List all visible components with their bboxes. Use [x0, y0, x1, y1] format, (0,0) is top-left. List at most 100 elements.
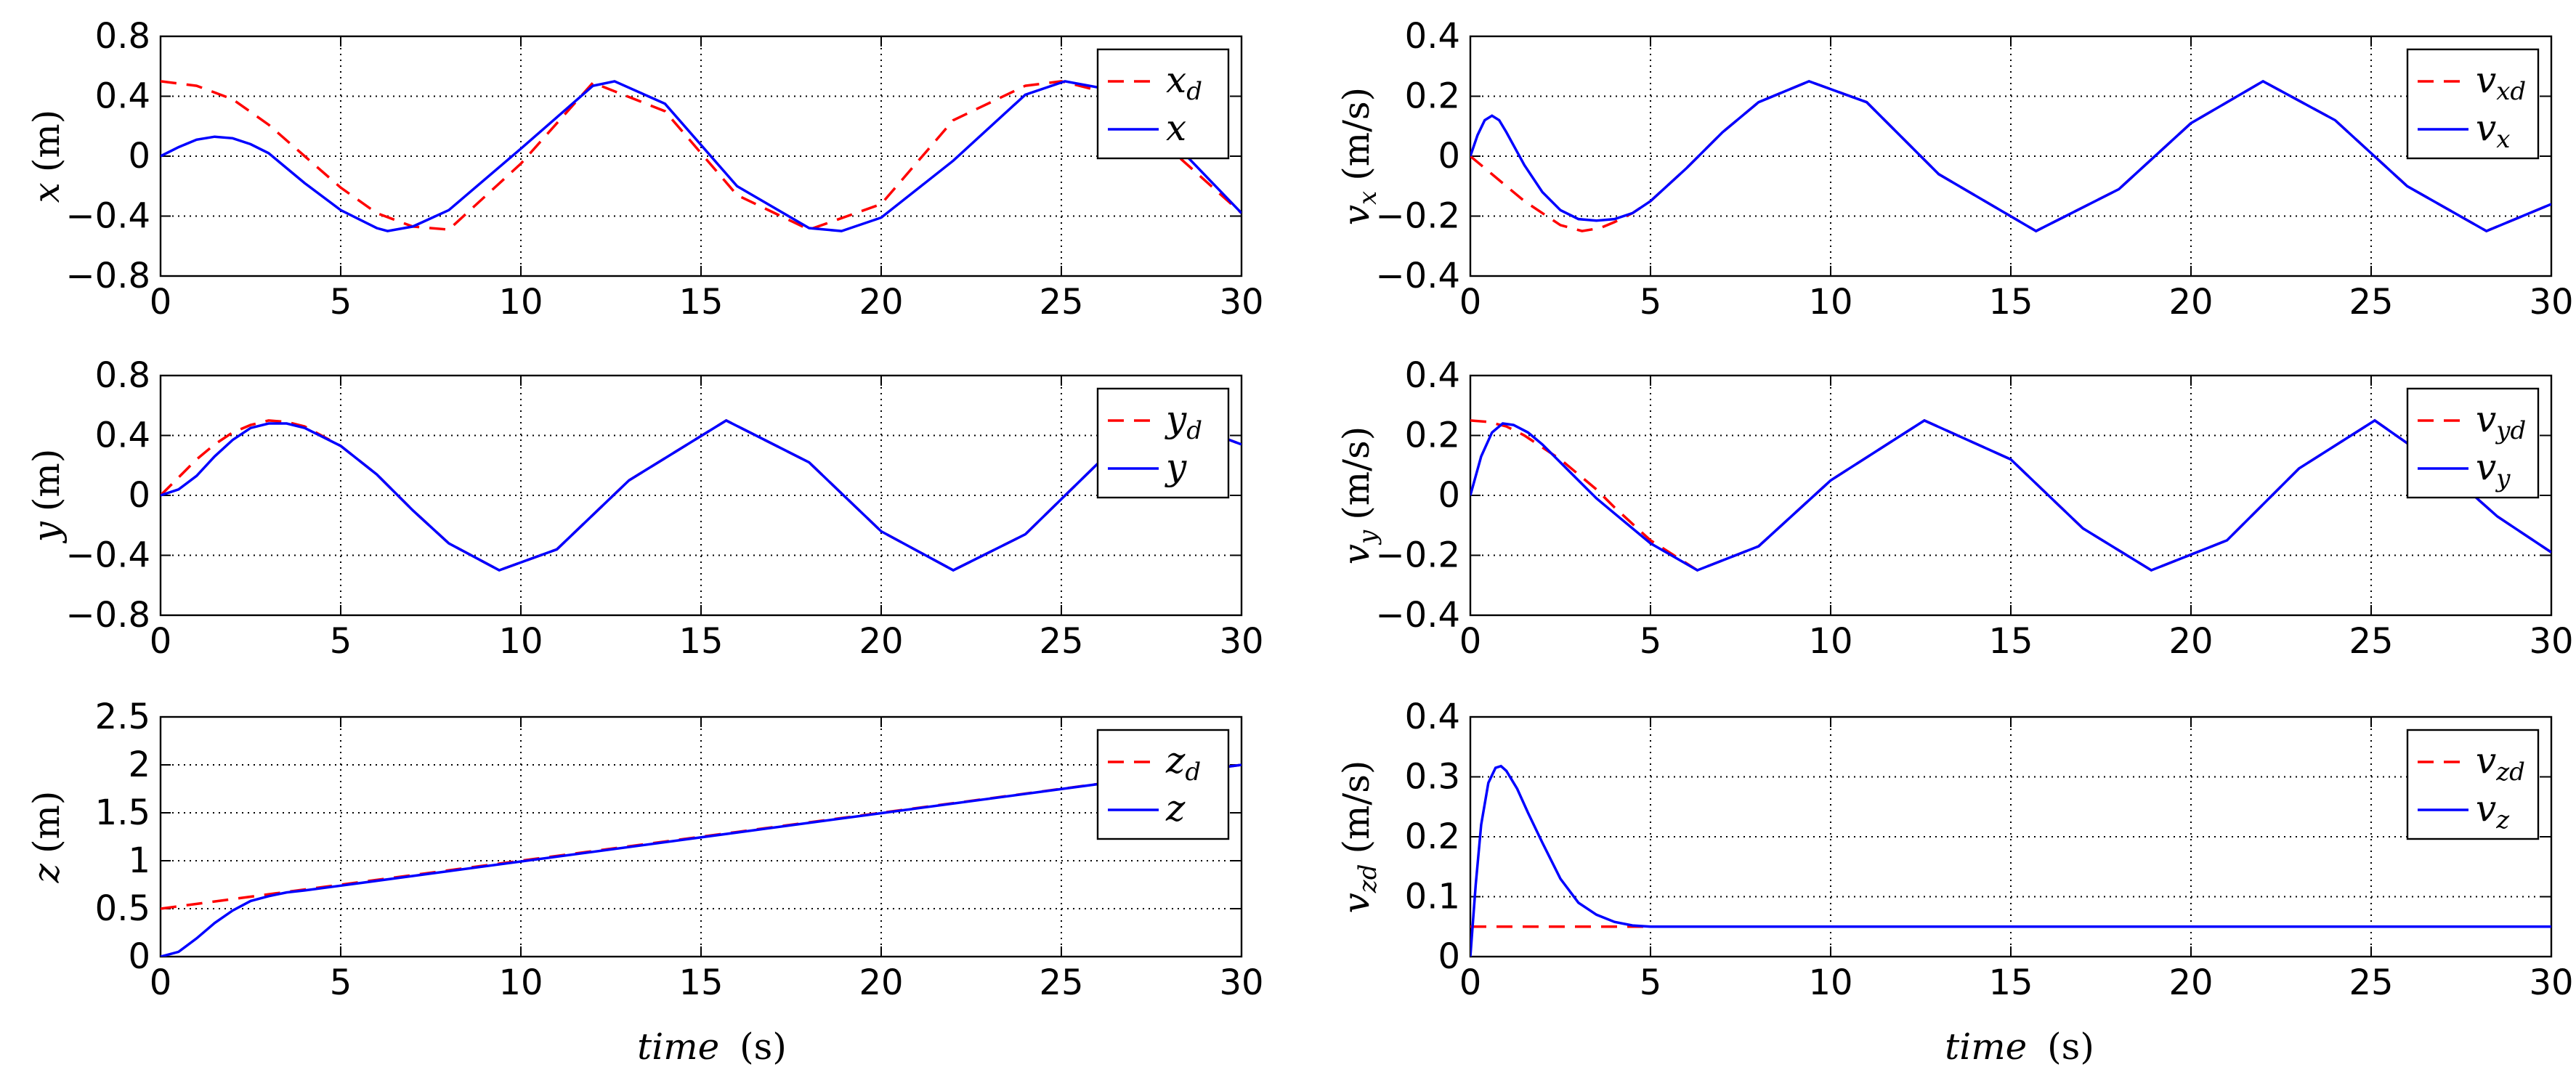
x-tick-label: 5 — [330, 962, 352, 1003]
legend-entry-sub: zd — [2495, 758, 2525, 787]
series-line-x-d — [161, 80, 1242, 231]
legend-entry-var: y — [1165, 398, 1187, 440]
y-axis-label-vy: vy (m/s) — [1335, 426, 1382, 564]
x-tick-label: 10 — [1808, 962, 1852, 1003]
legend-box — [1096, 729, 1230, 840]
y-axis-label-x: x (m) — [25, 110, 68, 203]
x-tick-label: 0 — [150, 962, 172, 1003]
x-tick-label: 0 — [1459, 621, 1482, 662]
y-tick-label: 0.2 — [1405, 816, 1460, 857]
y-axis-label-unit: (m/s) — [1335, 426, 1377, 520]
legend-entry-sub: xd — [2496, 77, 2526, 106]
y-tick-label: 1.5 — [95, 792, 150, 833]
y-axis-label-vz: vzd (m/s) — [1335, 760, 1382, 914]
x-tick-label: 10 — [498, 962, 543, 1003]
y-tick-label: 0.4 — [1405, 16, 1460, 57]
x-tick-label: 25 — [2349, 282, 2393, 323]
x-tick-label: 5 — [1640, 962, 1662, 1003]
legend-entry: vzd — [2476, 739, 2525, 787]
legend-entry-var: v — [2476, 107, 2496, 149]
y-axis-label-sub: y — [1353, 530, 1382, 545]
y-tick-label: 0 — [128, 136, 150, 177]
y-tick-label: 0.4 — [1405, 355, 1460, 396]
x-tick-label: 20 — [2168, 621, 2213, 662]
x-tick-label: 0 — [150, 621, 172, 662]
legend-entry: vx — [2476, 107, 2510, 154]
legend-entry-var: x — [1166, 59, 1186, 101]
y-tick-label: 0.2 — [1405, 76, 1460, 117]
series-line-v-xd — [1470, 79, 2551, 233]
legend-entry: zd — [1165, 739, 1201, 787]
x-tick-label: 25 — [1039, 962, 1083, 1003]
y-tick-label: 0.4 — [95, 415, 150, 456]
x-tick-label: 15 — [1988, 621, 2033, 662]
x-tick-label: 30 — [2529, 962, 2573, 1003]
x-tick-label: 15 — [1988, 962, 2033, 1003]
x-tick-label: 15 — [679, 962, 723, 1003]
legend-entry-sub: y — [2495, 464, 2511, 493]
chart-y: 0 5 10 15 20 25 30−0.8−0.400.40.8y(m)ydy — [25, 355, 1264, 662]
x-tick-label: 0 — [1459, 282, 1482, 323]
chart-x: 0 5 10 15 20 25 30−0.8−0.400.40.8x(m)xdx — [25, 16, 1264, 323]
legend-entry-sub: d — [1186, 416, 1202, 445]
y-tick-label: −0.2 — [1375, 196, 1460, 237]
y-tick-label: 0 — [1438, 136, 1460, 177]
x-tick-label: 25 — [1039, 282, 1083, 323]
y-tick-label: 2.5 — [95, 697, 150, 737]
y-axis-label-unit: (m/s) — [1335, 87, 1377, 181]
x-tick-label: 5 — [1640, 282, 1662, 323]
legend-box — [2406, 387, 2540, 499]
y-tick-label: 0 — [1438, 475, 1460, 516]
y-axis-label-unit: (m) — [25, 449, 68, 511]
y-tick-label: 0.8 — [95, 16, 150, 57]
legend-entry-var: x — [1166, 107, 1186, 149]
legend-entry-sub: yd — [2495, 416, 2526, 445]
x-tick-label: 25 — [2349, 962, 2393, 1003]
x-tick-label: 10 — [498, 282, 543, 323]
legend-box — [2406, 729, 2540, 840]
y-axis-label-var: z — [25, 863, 68, 883]
x-tick-label: 5 — [330, 621, 352, 662]
legend-box — [1096, 387, 1230, 499]
legend-entry-var: z — [1165, 739, 1186, 782]
y-tick-label: 0 — [128, 475, 150, 516]
y-axis-label-unit: (m/s) — [1335, 760, 1377, 854]
legend-entry-var: z — [1165, 787, 1186, 830]
legend-box — [1096, 48, 1230, 160]
x-tick-label: 15 — [679, 282, 723, 323]
y-tick-label: −0.8 — [65, 256, 150, 296]
x-tick-label: 20 — [2168, 282, 2213, 323]
x-tick-label: 0 — [150, 282, 172, 323]
x-axis-label-right-word: time — [1945, 1026, 2027, 1068]
legend-entry: vyd — [2476, 398, 2526, 445]
x-tick-label: 10 — [1808, 282, 1852, 323]
x-tick-label: 10 — [1808, 621, 1852, 662]
x-tick-label: 20 — [859, 962, 903, 1003]
x-tick-label: 0 — [1459, 962, 1482, 1003]
y-tick-label: −0.4 — [1375, 256, 1460, 296]
y-tick-label: 1 — [128, 840, 150, 881]
series-line-v-y — [1470, 418, 2551, 572]
legend-entry: x — [1166, 107, 1186, 149]
y-tick-label: 0 — [128, 936, 150, 977]
y-tick-label: −0.4 — [65, 196, 150, 237]
x-tick-label: 20 — [2168, 962, 2213, 1003]
x-tick-label: 30 — [2529, 282, 2573, 323]
y-axis-label-var: y — [25, 521, 68, 543]
legend-entry: vy — [2476, 446, 2511, 493]
legend-entry-var: v — [2476, 446, 2496, 488]
x-tick-label: 15 — [1988, 282, 2033, 323]
legend-entry-var: y — [1165, 446, 1187, 488]
legend-entry-var: v — [2476, 787, 2496, 830]
legend-entry-sub: d — [1185, 758, 1201, 787]
legend-entry-sub: d — [1186, 77, 1202, 106]
y-tick-label: 0.4 — [1405, 697, 1460, 737]
legend-y: ydy — [1096, 387, 1230, 499]
series-line-z — [161, 763, 1242, 957]
y-tick-label: −0.8 — [65, 595, 150, 636]
x-axis-label-right: time (s) — [1945, 1026, 2094, 1068]
